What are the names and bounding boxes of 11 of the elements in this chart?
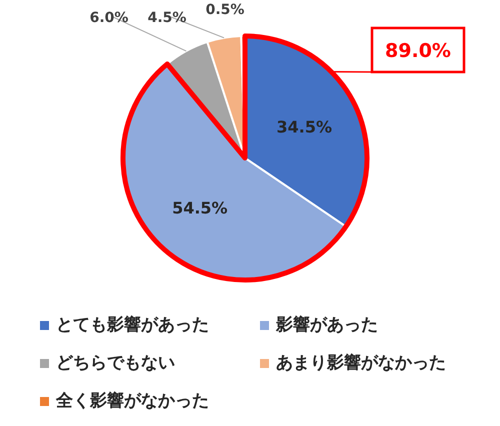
- data-label: 0.5%: [206, 2, 244, 18]
- data-label: 6.0%: [90, 10, 128, 26]
- data-label: 54.5%: [172, 198, 228, 218]
- legend-label: とても影響があった: [56, 315, 209, 335]
- text: 89.0%: [385, 40, 451, 62]
- legend-label: どちらでもない: [56, 353, 175, 373]
- legend-label: 影響があった: [275, 315, 378, 335]
- legend-label: あまり影響がなかった: [276, 353, 446, 373]
- data-label: 34.5%: [276, 118, 332, 137]
- data-label: 4.5%: [148, 10, 186, 26]
- legend-label: 全く影響がなかった: [55, 391, 209, 411]
